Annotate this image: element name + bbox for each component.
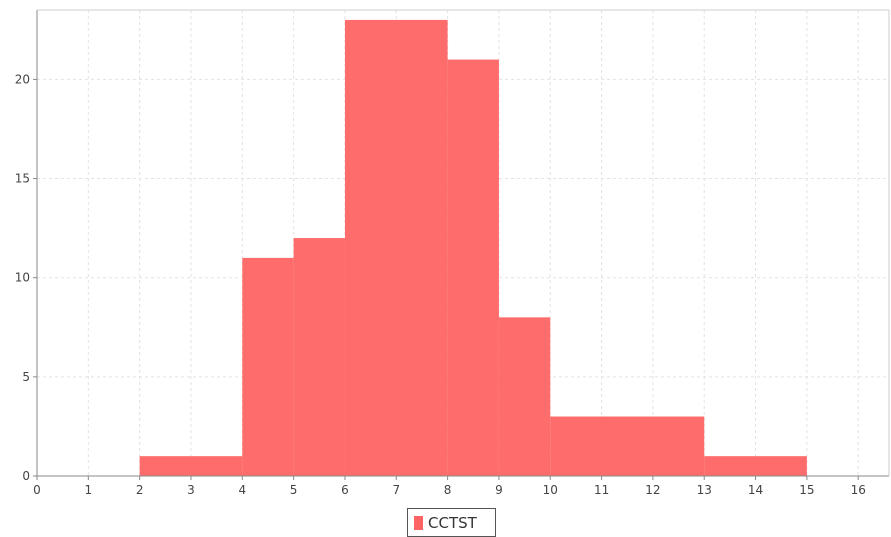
x-tick-label: 0 — [33, 483, 41, 497]
x-tick-label: 8 — [444, 483, 452, 497]
histogram-bar — [242, 257, 294, 476]
x-tick-label: 13 — [697, 483, 712, 497]
histogram-bar — [139, 456, 243, 476]
legend-label: CCTST — [428, 513, 477, 532]
legend: CCTST — [407, 508, 496, 537]
histogram-bar — [293, 238, 345, 476]
histogram-bar — [550, 416, 705, 476]
x-tick-label: 3 — [187, 483, 195, 497]
x-tick-label: 14 — [748, 483, 763, 497]
x-tick-label: 16 — [851, 483, 866, 497]
x-tick-label: 4 — [238, 483, 246, 497]
x-tick-label: 7 — [392, 483, 400, 497]
x-tick-label: 11 — [594, 483, 609, 497]
x-tick-label: 6 — [341, 483, 349, 497]
x-tick-label: 10 — [543, 483, 558, 497]
histogram-bar — [498, 317, 551, 476]
legend-swatch — [414, 515, 423, 530]
y-tick-label: 15 — [15, 172, 30, 186]
bars — [139, 19, 807, 477]
y-tick-label: 0 — [22, 469, 30, 483]
y-tick-label: 10 — [15, 271, 30, 285]
x-tick-label: 9 — [495, 483, 503, 497]
x-tick-label: 5 — [290, 483, 298, 497]
y-axis-ticks: 0 5 10 15 20 — [15, 72, 37, 483]
x-axis-ticks: 0 1 2 3 4 5 6 7 8 9 10 11 12 13 14 15 16 — [33, 476, 866, 497]
y-tick-label: 5 — [22, 370, 30, 384]
histogram-bar — [344, 19, 448, 477]
x-tick-label: 12 — [645, 483, 660, 497]
y-tick-label: 20 — [15, 72, 30, 86]
x-tick-label: 1 — [85, 483, 93, 497]
axes — [36, 9, 890, 477]
x-tick-label: 2 — [136, 483, 144, 497]
histogram-bar — [704, 456, 807, 476]
histogram-bar — [447, 59, 499, 477]
x-tick-label: 15 — [799, 483, 814, 497]
